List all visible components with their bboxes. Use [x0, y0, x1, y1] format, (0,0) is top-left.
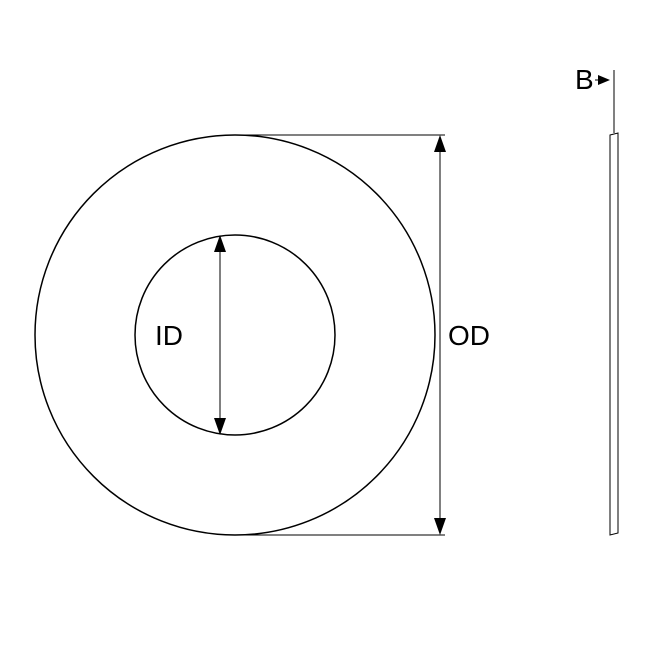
- b-label: B: [575, 64, 594, 96]
- od-arrow-up: [434, 135, 446, 152]
- washer-diagram: ID OD B: [0, 0, 670, 670]
- outer-circle: [35, 135, 435, 535]
- id-label: ID: [155, 320, 183, 352]
- washer-side-view: [610, 133, 618, 535]
- od-arrow-down: [434, 518, 446, 535]
- od-label: OD: [448, 320, 490, 352]
- diagram-svg: [0, 0, 670, 670]
- b-arrow-right: [598, 75, 610, 85]
